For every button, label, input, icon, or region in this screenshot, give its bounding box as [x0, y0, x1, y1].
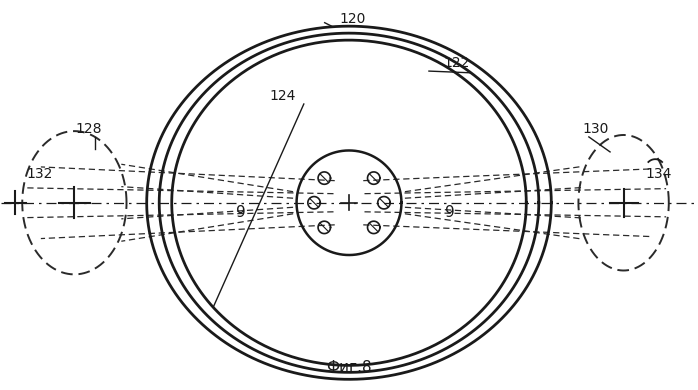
- Text: 128: 128: [75, 122, 101, 136]
- Text: 9: 9: [445, 205, 454, 220]
- Text: 124: 124: [269, 89, 296, 103]
- Text: 130: 130: [583, 122, 609, 136]
- Text: 120: 120: [339, 12, 366, 26]
- Text: 132: 132: [27, 167, 53, 181]
- Text: 122: 122: [443, 56, 470, 70]
- Text: Фиг.8: Фиг.8: [326, 360, 372, 375]
- Text: 134: 134: [645, 167, 671, 181]
- Text: 9: 9: [237, 205, 246, 220]
